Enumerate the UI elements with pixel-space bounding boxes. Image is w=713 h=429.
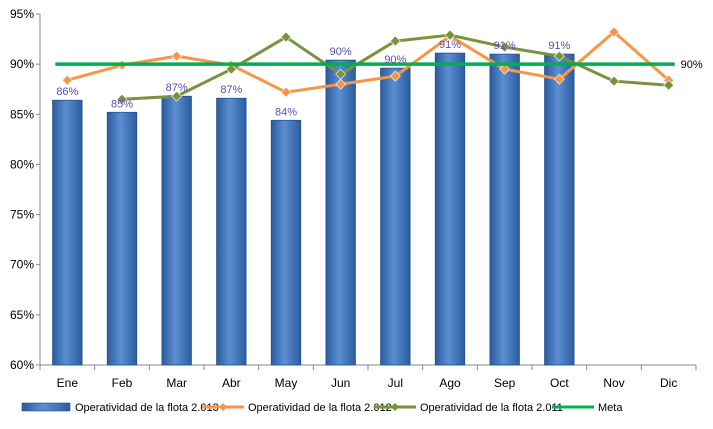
point-operatividad-de-la-flota-2-012 bbox=[335, 78, 347, 90]
bar bbox=[161, 95, 192, 366]
x-tick-label: Jun bbox=[331, 376, 350, 390]
bar bbox=[489, 53, 520, 366]
y-tick-label: 65% bbox=[10, 308, 34, 322]
point-operatividad-de-la-flota-2-012 bbox=[553, 73, 565, 85]
legend: Operatividad de la flota 2.013 Operativid… bbox=[21, 402, 623, 414]
legend-swatch-marker bbox=[219, 403, 227, 411]
x-tick-label: Ene bbox=[57, 376, 79, 390]
y-tick-label: 95% bbox=[10, 7, 34, 21]
point-operatividad-de-la-flota-2-012 bbox=[280, 86, 292, 98]
point-operatividad-de-la-flota-2-012 bbox=[499, 63, 511, 75]
x-tick-label: Jul bbox=[388, 376, 403, 390]
bar-data-label: 90% bbox=[384, 54, 406, 66]
legend-label: Operatividad de la flota 2.013 bbox=[75, 402, 219, 414]
x-tick-label: Feb bbox=[112, 376, 133, 390]
point-operatividad-de-la-flota-2-012 bbox=[61, 74, 73, 86]
bar bbox=[325, 59, 356, 366]
point-operatividad-de-la-flota-2-011 bbox=[499, 41, 511, 53]
bar-data-label: 91% bbox=[494, 40, 516, 52]
x-axis: Ene Feb Mar Abr May Jun Jul Ago Sep Oct Nov Dic bbox=[39, 364, 697, 390]
y-tick-label: 60% bbox=[10, 358, 34, 372]
bar-data-label: 84% bbox=[275, 106, 297, 118]
point-operatividad-de-la-flota-2-011 bbox=[444, 29, 456, 41]
point-operatividad-de-la-flota-2-011 bbox=[608, 75, 620, 87]
bar-data-label: 87% bbox=[220, 84, 242, 96]
y-tick-label: 75% bbox=[10, 208, 34, 222]
bar-data-label: 91% bbox=[548, 40, 570, 52]
point-operatividad-de-la-flota-2-011 bbox=[553, 50, 565, 62]
legend-label: Meta bbox=[598, 402, 623, 414]
x-tick-label: Dic bbox=[660, 376, 677, 390]
legend-swatch-marker bbox=[391, 403, 399, 411]
point-operatividad-de-la-flota-2-011 bbox=[335, 68, 347, 80]
y-tick-label: 80% bbox=[10, 157, 34, 171]
y-tick-label: 90% bbox=[10, 57, 34, 71]
x-tick-label: Nov bbox=[603, 376, 624, 390]
y-tick-label: 85% bbox=[10, 107, 34, 121]
legend-label: Operatividad de la flota 2.012 bbox=[248, 402, 392, 414]
x-tick-label: May bbox=[275, 376, 298, 390]
bar bbox=[106, 111, 138, 366]
bar bbox=[52, 99, 83, 366]
y-tick-label: 70% bbox=[10, 258, 34, 272]
point-operatividad-de-la-flota-2-011 bbox=[280, 31, 292, 43]
x-tick-label: Oct bbox=[550, 376, 569, 390]
data-labels: 86% 85% 87% 87% 84% 90% 90% 91% 91% 91% bbox=[56, 39, 570, 118]
bar-data-label: 90% bbox=[330, 46, 352, 58]
bar-data-label: 87% bbox=[166, 82, 188, 94]
point-operatividad-de-la-flota-2-012 bbox=[171, 50, 183, 62]
line-operatividad-de-la-flota-2-012 bbox=[66, 30, 670, 94]
x-tick-label: Ago bbox=[439, 376, 461, 390]
bar bbox=[216, 97, 247, 366]
bar bbox=[270, 119, 302, 366]
point-operatividad-de-la-flota-2-011 bbox=[116, 93, 128, 105]
bar bbox=[380, 67, 411, 366]
point-operatividad-de-la-flota-2-011 bbox=[171, 90, 183, 102]
x-tick-label: Abr bbox=[222, 376, 241, 390]
legend-label: Operatividad de la flota 2.011 bbox=[420, 402, 563, 414]
bar-series bbox=[52, 52, 575, 366]
bar-data-label: 85% bbox=[111, 98, 133, 110]
legend-swatch-bar bbox=[21, 402, 71, 412]
x-tick-label: Sep bbox=[494, 376, 516, 390]
point-operatividad-de-la-flota-2-011 bbox=[225, 63, 237, 75]
bar-data-label: 86% bbox=[56, 86, 78, 98]
point-operatividad-de-la-flota-2-011 bbox=[663, 79, 675, 91]
line-series: 90% bbox=[55, 26, 703, 105]
point-operatividad-de-la-flota-2-012 bbox=[608, 26, 620, 38]
y-axis: 60% 65% 70% 75% 80% 85% 90% 95% bbox=[10, 7, 41, 372]
bar bbox=[434, 52, 466, 366]
bar bbox=[544, 53, 575, 366]
point-operatividad-de-la-flota-2-011 bbox=[389, 35, 401, 47]
meta-label: 90% bbox=[681, 59, 703, 71]
x-tick-label: Mar bbox=[166, 376, 187, 390]
bar-data-label: 91% bbox=[439, 39, 461, 51]
point-operatividad-de-la-flota-2-012 bbox=[389, 70, 401, 82]
